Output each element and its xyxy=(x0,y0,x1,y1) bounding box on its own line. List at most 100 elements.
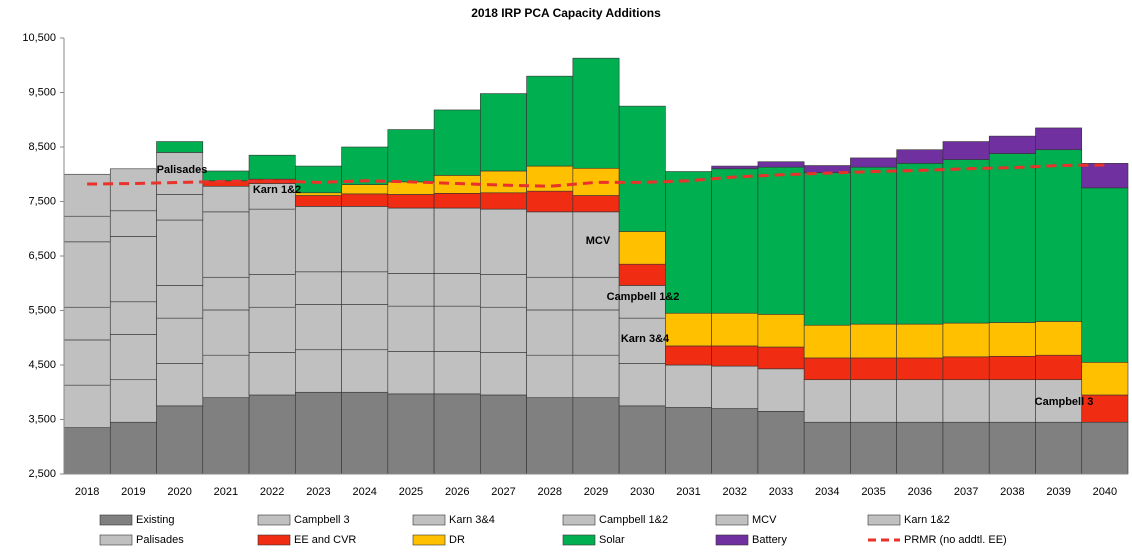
bar-segment xyxy=(757,411,805,475)
legend-swatch xyxy=(715,514,749,526)
bar-segment xyxy=(988,379,1036,423)
bar-segment xyxy=(248,274,296,308)
bar-segment xyxy=(295,165,342,194)
bar-segment xyxy=(387,393,435,475)
bar-segment xyxy=(387,129,435,183)
bar-segment xyxy=(109,421,157,475)
legend-label: DR xyxy=(449,534,465,546)
bar-segment xyxy=(156,285,204,319)
bar-segment xyxy=(572,309,620,356)
chart-title: 2018 IRP PCA Capacity Additions xyxy=(471,6,661,20)
bar-segment xyxy=(572,397,620,475)
bar-segment xyxy=(387,273,435,307)
bar-segment xyxy=(665,312,712,347)
bar-segment xyxy=(896,323,944,359)
bar-segment xyxy=(433,193,481,209)
bar-segment xyxy=(850,379,897,423)
bar-segment xyxy=(156,194,204,221)
bar-segment xyxy=(757,161,805,168)
annotation: Palisades xyxy=(157,164,208,176)
bar-segment xyxy=(896,357,944,381)
x-tick-label: 2036 xyxy=(908,486,932,498)
x-tick-label: 2030 xyxy=(630,486,654,498)
bar-segment xyxy=(202,354,250,399)
bar-segment xyxy=(202,276,250,311)
bar-segment xyxy=(711,168,759,314)
x-tick-label: 2033 xyxy=(769,486,793,498)
bar-segment xyxy=(618,105,666,232)
annotation: Campbell 1&2 xyxy=(607,291,680,303)
x-tick-label: 2020 xyxy=(167,486,191,498)
bar-segment xyxy=(850,357,897,381)
bar-segment xyxy=(665,364,712,408)
bar-segment xyxy=(341,193,389,207)
legend-swatch xyxy=(257,514,291,526)
bar-segment xyxy=(433,207,481,274)
bar-segment xyxy=(202,397,250,475)
bar-segment xyxy=(1035,354,1083,381)
bar-segment xyxy=(988,135,1036,154)
legend-swatch xyxy=(99,534,133,546)
legend-label: MCV xyxy=(752,514,777,526)
bar-segment xyxy=(896,149,944,164)
bar-segment xyxy=(433,351,481,395)
bar-segment xyxy=(1081,187,1129,363)
bar-segment xyxy=(295,195,342,207)
bar-segment xyxy=(942,159,990,324)
bar-segment xyxy=(480,93,527,172)
bar-segment xyxy=(665,171,712,314)
x-tick-label: 2027 xyxy=(491,486,515,498)
bar-segment xyxy=(665,345,712,366)
bar-segment xyxy=(480,352,527,396)
x-tick-label: 2026 xyxy=(445,486,469,498)
y-tick-label: 7,500 xyxy=(28,195,56,207)
bar-segment xyxy=(202,211,250,278)
bar-segment xyxy=(988,153,1036,323)
bar-segment xyxy=(387,305,435,352)
bar-segment xyxy=(109,168,157,212)
bar-segment xyxy=(1035,127,1083,151)
x-tick-label: 2029 xyxy=(584,486,608,498)
legend-swatch xyxy=(412,534,446,546)
bar-segment xyxy=(711,312,759,347)
bar-segment xyxy=(850,157,897,168)
bar-segment xyxy=(803,421,851,475)
bar-segment xyxy=(295,304,342,351)
bar-segment xyxy=(202,170,250,182)
bar-segment xyxy=(803,172,851,326)
bar-segment xyxy=(109,236,157,303)
bar-segment xyxy=(572,195,620,213)
bar-segment xyxy=(988,322,1036,357)
bar-segment xyxy=(618,285,666,319)
annotation: Karn 3&4 xyxy=(621,333,670,345)
legend-swatch xyxy=(412,514,446,526)
bar-segment xyxy=(942,356,990,381)
bar-segment xyxy=(896,421,944,475)
bar-segment xyxy=(109,334,157,381)
bar-segment xyxy=(63,427,111,475)
bar-segment xyxy=(341,184,389,195)
x-tick-label: 2031 xyxy=(676,486,700,498)
y-tick-label: 6,500 xyxy=(28,250,56,262)
bar-segment xyxy=(156,141,204,153)
legend-swatch xyxy=(867,514,901,526)
x-tick-label: 2019 xyxy=(121,486,145,498)
bar-segment xyxy=(341,304,389,351)
bar-segment xyxy=(202,309,250,356)
bar-segment xyxy=(803,379,851,423)
y-tick-label: 10,500 xyxy=(22,32,56,44)
legend-label: Campbell 3 xyxy=(294,514,350,526)
bar-segment xyxy=(757,314,805,348)
bar-segment xyxy=(341,391,389,475)
bar-segment xyxy=(63,339,111,386)
bar-segment xyxy=(480,274,527,308)
bar-segment xyxy=(526,211,574,278)
bar-segment xyxy=(63,241,111,308)
bar-segment xyxy=(295,206,342,273)
bar-segment xyxy=(572,354,620,399)
bar-segment xyxy=(665,407,712,475)
bar-segment xyxy=(942,421,990,475)
bar-segment xyxy=(341,349,389,393)
bar-segment xyxy=(572,167,620,196)
y-tick-label: 4,500 xyxy=(28,359,56,371)
